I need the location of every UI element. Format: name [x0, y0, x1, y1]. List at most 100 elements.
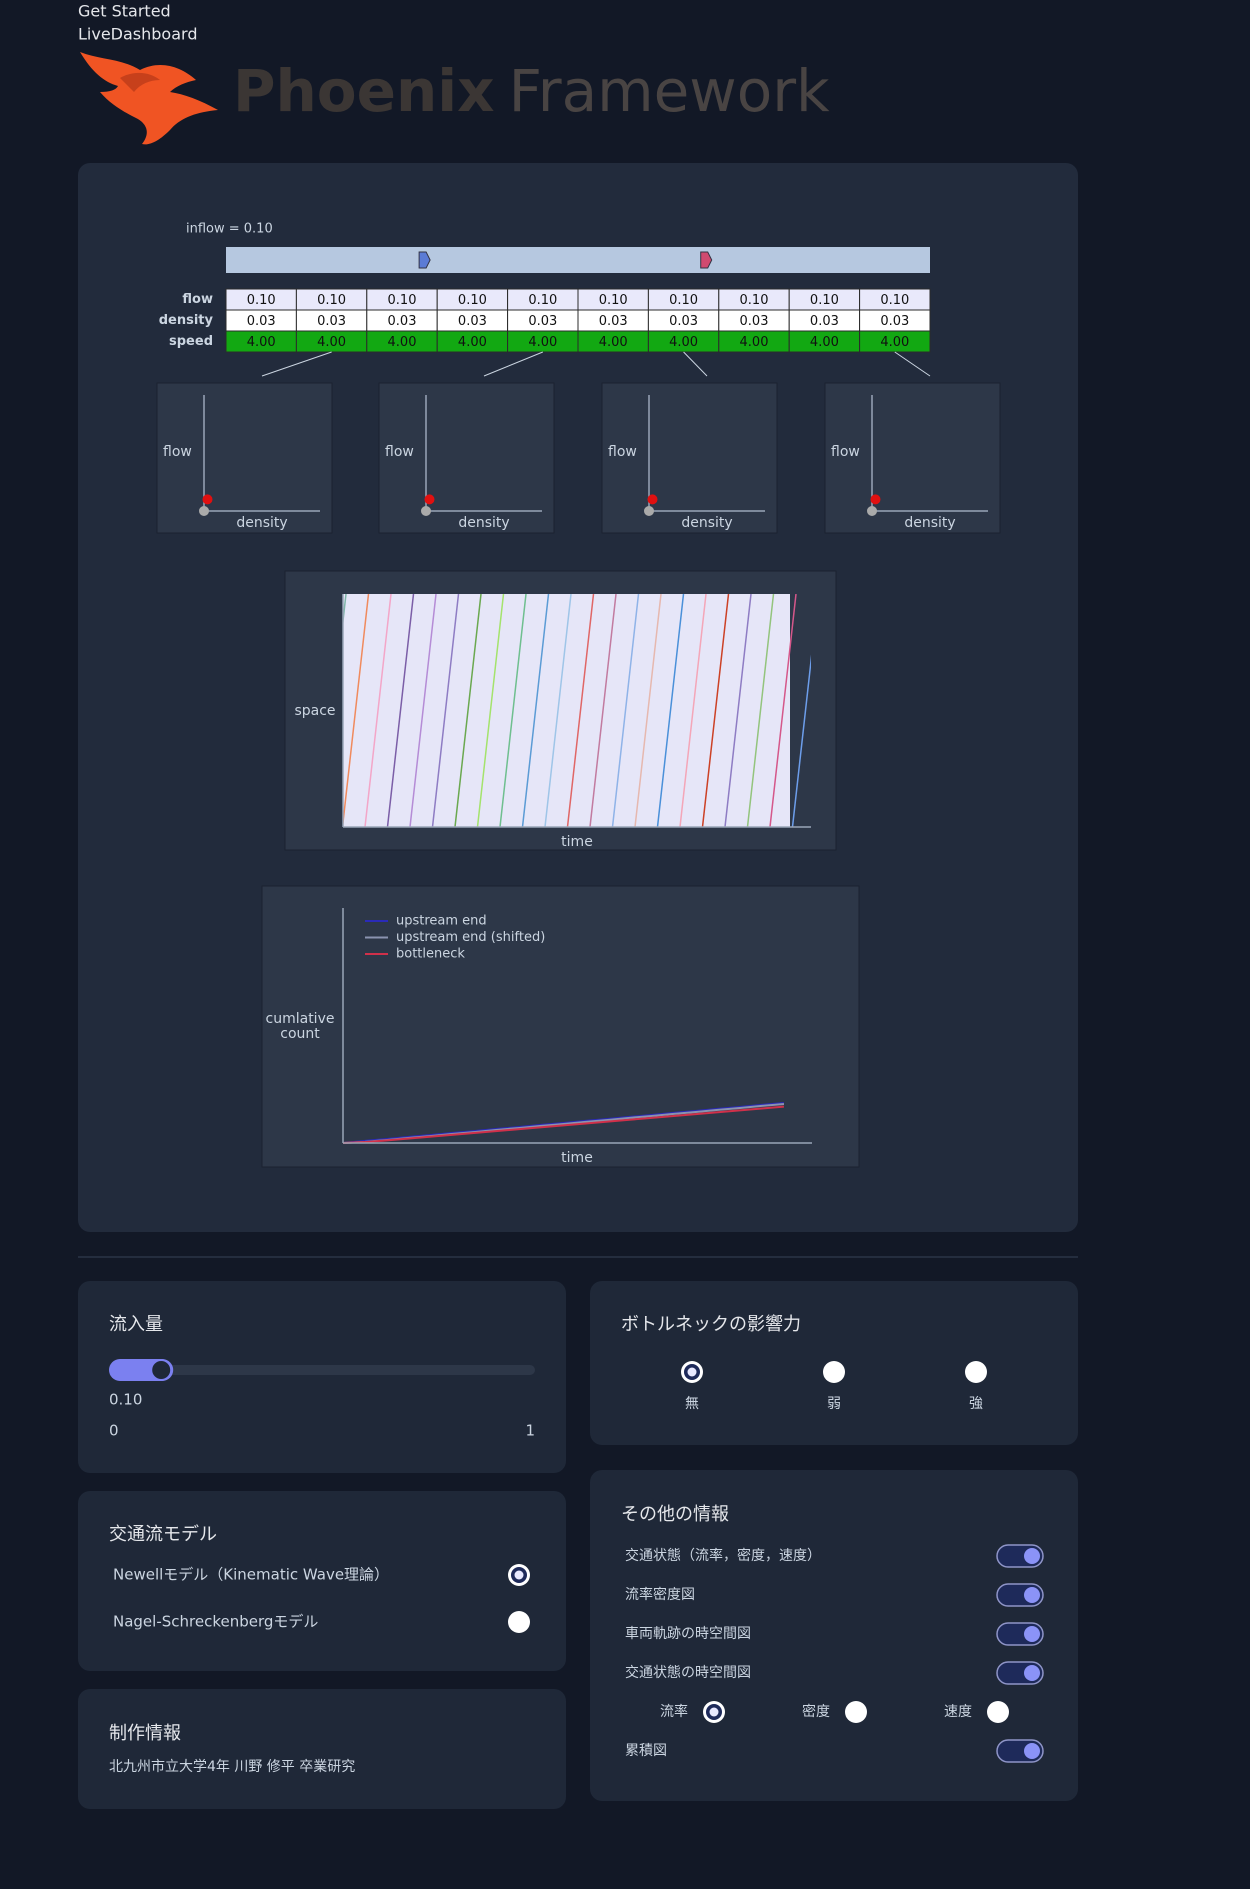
radio-dot[interactable] — [709, 1707, 719, 1717]
card-title: ボトルネックの影響力 — [621, 1314, 801, 1335]
connector — [894, 351, 931, 377]
option-label: Newellモデル（Kinematic Wave理論） — [113, 1566, 389, 1584]
state-point — [870, 494, 881, 505]
card-title: 流入量 — [109, 1314, 163, 1335]
toggle-knob[interactable] — [1024, 1626, 1040, 1642]
table-value: 0.10 — [247, 293, 276, 308]
x-axis-label: density — [458, 515, 509, 531]
radio[interactable] — [508, 1611, 530, 1633]
fd-plot-bg — [601, 382, 778, 534]
table-value: 0.10 — [317, 293, 346, 308]
nav-link: Get Started — [78, 2, 171, 21]
radio[interactable] — [987, 1701, 1009, 1723]
toggle[interactable] — [996, 1583, 1044, 1607]
radio-dot[interactable] — [514, 1570, 524, 1580]
toggle-knob[interactable] — [1024, 1665, 1040, 1681]
table-value: 0.03 — [810, 314, 839, 329]
radio-outer[interactable] — [845, 1701, 867, 1723]
inflow-label: inflow = 0.10 — [186, 222, 273, 237]
toggle[interactable] — [996, 1544, 1044, 1568]
radio-label: 強 — [969, 1396, 983, 1412]
radio-label: 速度 — [944, 1704, 972, 1720]
state-point — [202, 494, 213, 505]
trajectory — [544, 594, 572, 827]
trajectory — [656, 594, 685, 827]
table-value: 0.10 — [388, 293, 417, 308]
toggle-knob[interactable] — [1024, 1548, 1040, 1564]
x-axis-label: time — [561, 1150, 593, 1166]
radio-outer[interactable] — [823, 1361, 845, 1383]
radio-label: 密度 — [802, 1703, 830, 1720]
slider-min: 0 — [109, 1422, 119, 1440]
radio[interactable] — [681, 1361, 703, 1383]
table-value: 4.00 — [388, 335, 417, 350]
card — [78, 1281, 566, 1473]
radio-label: 弱 — [827, 1396, 841, 1412]
trajectory — [746, 594, 775, 827]
state-point — [424, 494, 435, 505]
y-axis-label: flow — [163, 444, 192, 460]
table-value: 0.10 — [740, 293, 769, 308]
radio-outer[interactable] — [987, 1701, 1009, 1723]
radio[interactable] — [703, 1701, 725, 1723]
toggle[interactable] — [996, 1739, 1044, 1763]
x-axis-label: time — [561, 834, 593, 850]
card-title: その他の情報 — [621, 1504, 729, 1525]
toggle-knob[interactable] — [1024, 1587, 1040, 1603]
y-axis-label: count — [280, 1026, 320, 1042]
table-value: 4.00 — [740, 335, 769, 350]
radio-label: 流率 — [660, 1703, 688, 1720]
radio-outer[interactable] — [965, 1361, 987, 1383]
trajectory — [454, 594, 482, 827]
slider-track[interactable] — [109, 1365, 535, 1375]
trajectory — [769, 594, 797, 827]
trajectory — [431, 594, 460, 827]
card — [78, 1689, 566, 1809]
x-axis-label: density — [236, 515, 287, 531]
option-label: Nagel-Schreckenbergモデル — [113, 1613, 318, 1631]
trajectory — [386, 594, 415, 827]
fd-plot-bg — [824, 382, 1001, 534]
logo-bird — [80, 52, 218, 145]
table-value: 4.00 — [458, 335, 487, 350]
trajectory — [409, 594, 437, 827]
legend-label: upstream end (shifted) — [396, 930, 545, 945]
radio-outer[interactable] — [508, 1611, 530, 1633]
series-line — [342, 1105, 785, 1144]
card-title: 交通流モデル — [109, 1524, 217, 1545]
radio[interactable] — [508, 1564, 530, 1586]
toggle-label: 流率密度図 — [625, 1586, 695, 1603]
origin-point — [199, 506, 209, 516]
toggle-label: 累積図 — [625, 1743, 667, 1759]
logo-bird-detail — [120, 72, 160, 92]
toggle-label: 交通状態（流率，密度，速度） — [625, 1547, 821, 1564]
trajectory — [589, 594, 617, 827]
radio[interactable] — [845, 1701, 867, 1723]
toggle-knob[interactable] — [1024, 1743, 1040, 1759]
table-value: 0.03 — [740, 314, 769, 329]
radio[interactable] — [965, 1361, 987, 1383]
origin-point — [867, 506, 877, 516]
table-value: 0.10 — [528, 293, 557, 308]
radio-dot[interactable] — [687, 1367, 697, 1377]
table-value: 0.10 — [810, 293, 839, 308]
radio[interactable] — [823, 1361, 845, 1383]
y-axis-label: space — [294, 703, 335, 719]
table-value: 0.03 — [599, 314, 628, 329]
table-value: 0.03 — [669, 314, 698, 329]
y-axis-label: cumlative — [266, 1011, 335, 1027]
table-value: 0.10 — [458, 293, 487, 308]
toggle-label: 車両軌跡の時空間図 — [625, 1625, 751, 1642]
vehicle — [418, 251, 431, 269]
table-row-label: speed — [169, 334, 213, 349]
connector — [261, 351, 332, 377]
trajectory — [499, 594, 527, 827]
vehicle — [700, 251, 713, 269]
table-value: 0.03 — [880, 314, 909, 329]
toggle[interactable] — [996, 1622, 1044, 1646]
toggle[interactable] — [996, 1661, 1044, 1685]
table-value: 0.10 — [599, 293, 628, 308]
slider-knob[interactable] — [150, 1359, 173, 1381]
table-value: 4.00 — [810, 335, 839, 350]
